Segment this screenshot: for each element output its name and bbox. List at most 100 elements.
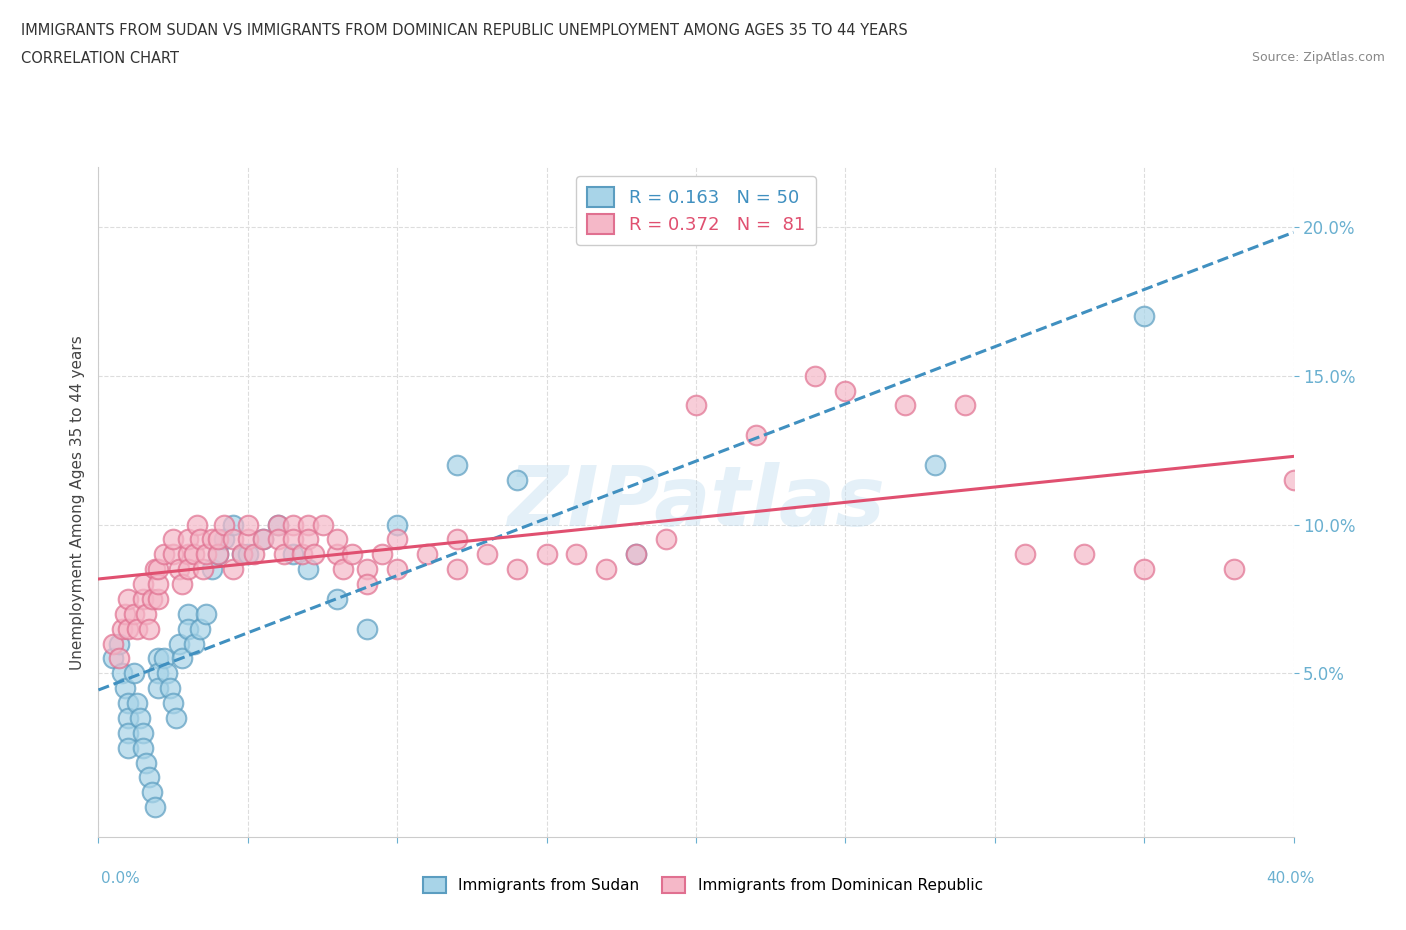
Point xyxy=(191,562,214,577)
Point xyxy=(124,666,146,681)
Point xyxy=(212,532,235,547)
Point xyxy=(302,547,325,562)
Point xyxy=(267,517,290,532)
Point xyxy=(281,532,304,547)
Point xyxy=(222,562,245,577)
Point xyxy=(177,547,200,562)
Point xyxy=(273,547,295,562)
Point xyxy=(281,547,304,562)
Point xyxy=(207,532,229,547)
Legend: Immigrants from Sudan, Immigrants from Dominican Republic: Immigrants from Sudan, Immigrants from D… xyxy=(418,870,988,899)
Point xyxy=(1133,309,1156,324)
Point xyxy=(385,532,409,547)
Point xyxy=(924,458,946,472)
Point xyxy=(212,517,235,532)
Point xyxy=(371,547,394,562)
Point xyxy=(183,636,205,651)
Text: 40.0%: 40.0% xyxy=(1267,871,1315,886)
Point xyxy=(1073,547,1095,562)
Point xyxy=(148,591,170,606)
Point xyxy=(385,562,409,577)
Point xyxy=(177,606,200,621)
Point xyxy=(297,517,319,532)
Point xyxy=(236,547,259,562)
Text: IMMIGRANTS FROM SUDAN VS IMMIGRANTS FROM DOMINICAN REPUBLIC UNEMPLOYMENT AMONG A: IMMIGRANTS FROM SUDAN VS IMMIGRANTS FROM… xyxy=(21,23,908,38)
Point xyxy=(446,532,468,547)
Text: 0.0%: 0.0% xyxy=(101,871,141,886)
Point xyxy=(595,562,617,577)
Point xyxy=(267,532,290,547)
Point xyxy=(342,547,364,562)
Point xyxy=(162,696,184,711)
Point xyxy=(446,458,468,472)
Point xyxy=(108,636,131,651)
Point xyxy=(117,696,139,711)
Point xyxy=(332,562,354,577)
Point xyxy=(188,621,211,636)
Point xyxy=(117,711,139,725)
Point xyxy=(103,651,125,666)
Point xyxy=(138,770,160,785)
Point xyxy=(148,577,170,591)
Point xyxy=(236,532,259,547)
Text: CORRELATION CHART: CORRELATION CHART xyxy=(21,51,179,66)
Point xyxy=(124,606,146,621)
Point xyxy=(356,562,378,577)
Point xyxy=(148,681,170,696)
Point xyxy=(745,428,768,443)
Point xyxy=(153,651,176,666)
Point xyxy=(236,517,259,532)
Point xyxy=(132,740,155,755)
Point xyxy=(111,666,134,681)
Point xyxy=(231,547,253,562)
Point xyxy=(143,800,166,815)
Point xyxy=(804,368,827,383)
Point xyxy=(194,606,218,621)
Point xyxy=(297,562,319,577)
Point xyxy=(114,606,136,621)
Point xyxy=(132,725,155,740)
Point xyxy=(1223,562,1246,577)
Point xyxy=(165,711,187,725)
Point xyxy=(267,517,290,532)
Point xyxy=(1133,562,1156,577)
Point xyxy=(290,547,312,562)
Point xyxy=(201,562,224,577)
Point xyxy=(183,547,205,562)
Point xyxy=(624,547,647,562)
Point xyxy=(162,547,184,562)
Point xyxy=(207,547,229,562)
Point xyxy=(135,755,157,770)
Point xyxy=(894,398,917,413)
Point xyxy=(167,562,190,577)
Point xyxy=(953,398,976,413)
Point xyxy=(356,621,378,636)
Point xyxy=(222,532,245,547)
Point xyxy=(177,532,200,547)
Point xyxy=(506,472,529,487)
Legend: R = 0.163   N = 50, R = 0.372   N =  81: R = 0.163 N = 50, R = 0.372 N = 81 xyxy=(576,177,815,246)
Point xyxy=(132,591,155,606)
Point xyxy=(143,562,166,577)
Point xyxy=(108,651,131,666)
Point xyxy=(148,651,170,666)
Point xyxy=(156,666,179,681)
Point xyxy=(655,532,678,547)
Point xyxy=(243,547,266,562)
Point xyxy=(624,547,647,562)
Point xyxy=(326,591,349,606)
Point xyxy=(326,532,349,547)
Point xyxy=(172,651,194,666)
Point xyxy=(117,621,139,636)
Point xyxy=(252,532,274,547)
Point xyxy=(114,681,136,696)
Point xyxy=(127,621,149,636)
Text: ZIPatlas: ZIPatlas xyxy=(508,461,884,543)
Point xyxy=(141,591,163,606)
Point xyxy=(297,532,319,547)
Point xyxy=(177,562,200,577)
Point xyxy=(565,547,588,562)
Point xyxy=(281,517,304,532)
Point xyxy=(159,681,181,696)
Point xyxy=(1014,547,1036,562)
